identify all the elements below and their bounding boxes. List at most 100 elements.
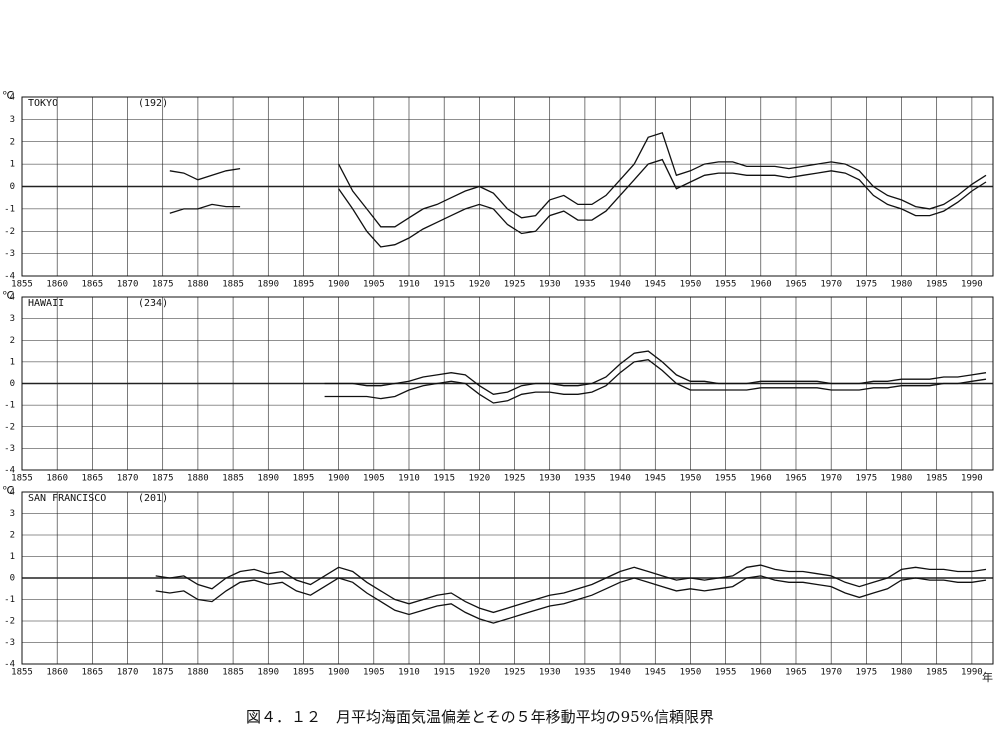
x-tick-label: 1915 — [433, 280, 455, 290]
x-tick-label: 1880 — [187, 668, 209, 678]
x-tick-label: 1955 — [715, 474, 737, 484]
x-tick-label: 1975 — [856, 668, 878, 678]
x-tick-label: 1910 — [398, 668, 420, 678]
x-tick-label: 1870 — [117, 474, 139, 484]
x-tick-label: 1895 — [293, 280, 315, 290]
x-tick-label: 1930 — [539, 474, 561, 484]
x-tick-label: 1955 — [715, 668, 737, 678]
x-tick-label: 1875 — [152, 668, 174, 678]
y-tick-label: -3 — [4, 638, 15, 648]
band-line — [324, 359, 987, 404]
x-tick-label: 1935 — [574, 668, 596, 678]
x-tick-label: 1905 — [363, 668, 385, 678]
y-tick-label: -1 — [4, 595, 15, 605]
y-tick-label: 3 — [10, 509, 15, 519]
x-tick-label: 1870 — [117, 668, 139, 678]
x-tick-label: 1985 — [926, 668, 948, 678]
x-tick-label: 1965 — [785, 668, 807, 678]
x-tick-label: 1880 — [187, 474, 209, 484]
y-tick-label: 2 — [10, 137, 15, 147]
x-tick-label: 1915 — [433, 668, 455, 678]
x-tick-label: 1860 — [46, 474, 68, 484]
x-tick-label: 1980 — [891, 280, 913, 290]
y-tick-label: -4 — [4, 660, 15, 670]
panel-title: SAN FRANCISCO — [28, 493, 106, 504]
band-line — [169, 158, 987, 248]
x-tick-label: 1875 — [152, 474, 174, 484]
plot-frame — [21, 491, 994, 665]
x-tick-label: 1940 — [609, 668, 631, 678]
y-tick-label: 2 — [10, 336, 15, 346]
x-tick-label: 1885 — [222, 280, 244, 290]
y-tick-label: 4 — [10, 93, 15, 103]
y-tick-label: 0 — [10, 182, 15, 192]
y-axis-label: ℃ — [2, 289, 14, 302]
x-tick-label: 1990 — [961, 474, 983, 484]
band-line — [169, 131, 987, 228]
y-tick-label: -4 — [4, 466, 15, 476]
x-tick-label: 1945 — [644, 474, 666, 484]
x-tick-label: 1960 — [750, 474, 772, 484]
x-tick-label: 1900 — [328, 474, 350, 484]
x-tick-label: 1960 — [750, 280, 772, 290]
x-tick-label: 1905 — [363, 280, 385, 290]
caption: 図４．１２ 月平均海面気温偏差とその５年移動平均の95%信頼限界 — [246, 708, 714, 726]
y-tick-label: -2 — [4, 617, 15, 627]
x-tick-label: 1855 — [11, 280, 33, 290]
x-tick-label: 1990 — [961, 668, 983, 678]
panel-title: TOKYO — [28, 98, 58, 109]
x-tick-label: 1870 — [117, 280, 139, 290]
x-tick-label: 1945 — [644, 668, 666, 678]
x-tick-label: 1990 — [961, 280, 983, 290]
x-tick-label: 1960 — [750, 668, 772, 678]
y-tick-label: 2 — [10, 531, 15, 541]
x-tick-label: 1940 — [609, 280, 631, 290]
x-tick-label: 1885 — [222, 474, 244, 484]
x-tick-label: 1935 — [574, 474, 596, 484]
x-tick-label: 1925 — [504, 668, 526, 678]
x-tick-label: 1985 — [926, 280, 948, 290]
x-tick-label: 1895 — [293, 668, 315, 678]
x-tick-label: 1975 — [856, 280, 878, 290]
x-tick-label: 1955 — [715, 280, 737, 290]
x-axis-label: 年 — [982, 670, 993, 684]
x-tick-label: 1975 — [856, 474, 878, 484]
y-tick-label: 3 — [10, 115, 15, 125]
x-tick-label: 1980 — [891, 474, 913, 484]
y-tick-label: 1 — [10, 160, 15, 170]
y-tick-label: 3 — [10, 314, 15, 324]
y-axis-label: ℃ — [2, 89, 14, 102]
panel-title: HAWAII — [28, 298, 64, 309]
x-tick-label: 1925 — [504, 280, 526, 290]
x-tick-label: 1950 — [680, 474, 702, 484]
x-tick-label: 1950 — [680, 280, 702, 290]
x-tick-label: 1950 — [680, 668, 702, 678]
plot-frame — [21, 296, 994, 471]
y-tick-label: -2 — [4, 227, 15, 237]
x-tick-label: 1970 — [820, 474, 842, 484]
y-axis-label: ℃ — [2, 484, 14, 497]
x-tick-label: 1920 — [469, 668, 491, 678]
x-tick-label: 1930 — [539, 280, 561, 290]
x-tick-label: 1965 — [785, 280, 807, 290]
x-tick-label: 1890 — [257, 280, 279, 290]
y-tick-label: 0 — [10, 379, 15, 389]
x-tick-label: 1940 — [609, 474, 631, 484]
x-tick-label: 1855 — [11, 474, 33, 484]
band-line — [155, 575, 987, 624]
y-tick-label: -3 — [4, 249, 15, 259]
x-tick-label: 1920 — [469, 280, 491, 290]
x-tick-label: 1920 — [469, 474, 491, 484]
x-tick-label: 1980 — [891, 668, 913, 678]
x-tick-label: 1895 — [293, 474, 315, 484]
y-tick-label: -2 — [4, 422, 15, 432]
x-tick-label: 1890 — [257, 668, 279, 678]
x-tick-label: 1890 — [257, 474, 279, 484]
x-tick-label: 1970 — [820, 280, 842, 290]
x-tick-label: 1865 — [82, 280, 104, 290]
y-tick-label: 0 — [10, 574, 15, 584]
x-tick-label: 1935 — [574, 280, 596, 290]
x-tick-label: 1885 — [222, 668, 244, 678]
y-tick-label: -3 — [4, 444, 15, 454]
y-tick-label: 1 — [10, 552, 15, 562]
